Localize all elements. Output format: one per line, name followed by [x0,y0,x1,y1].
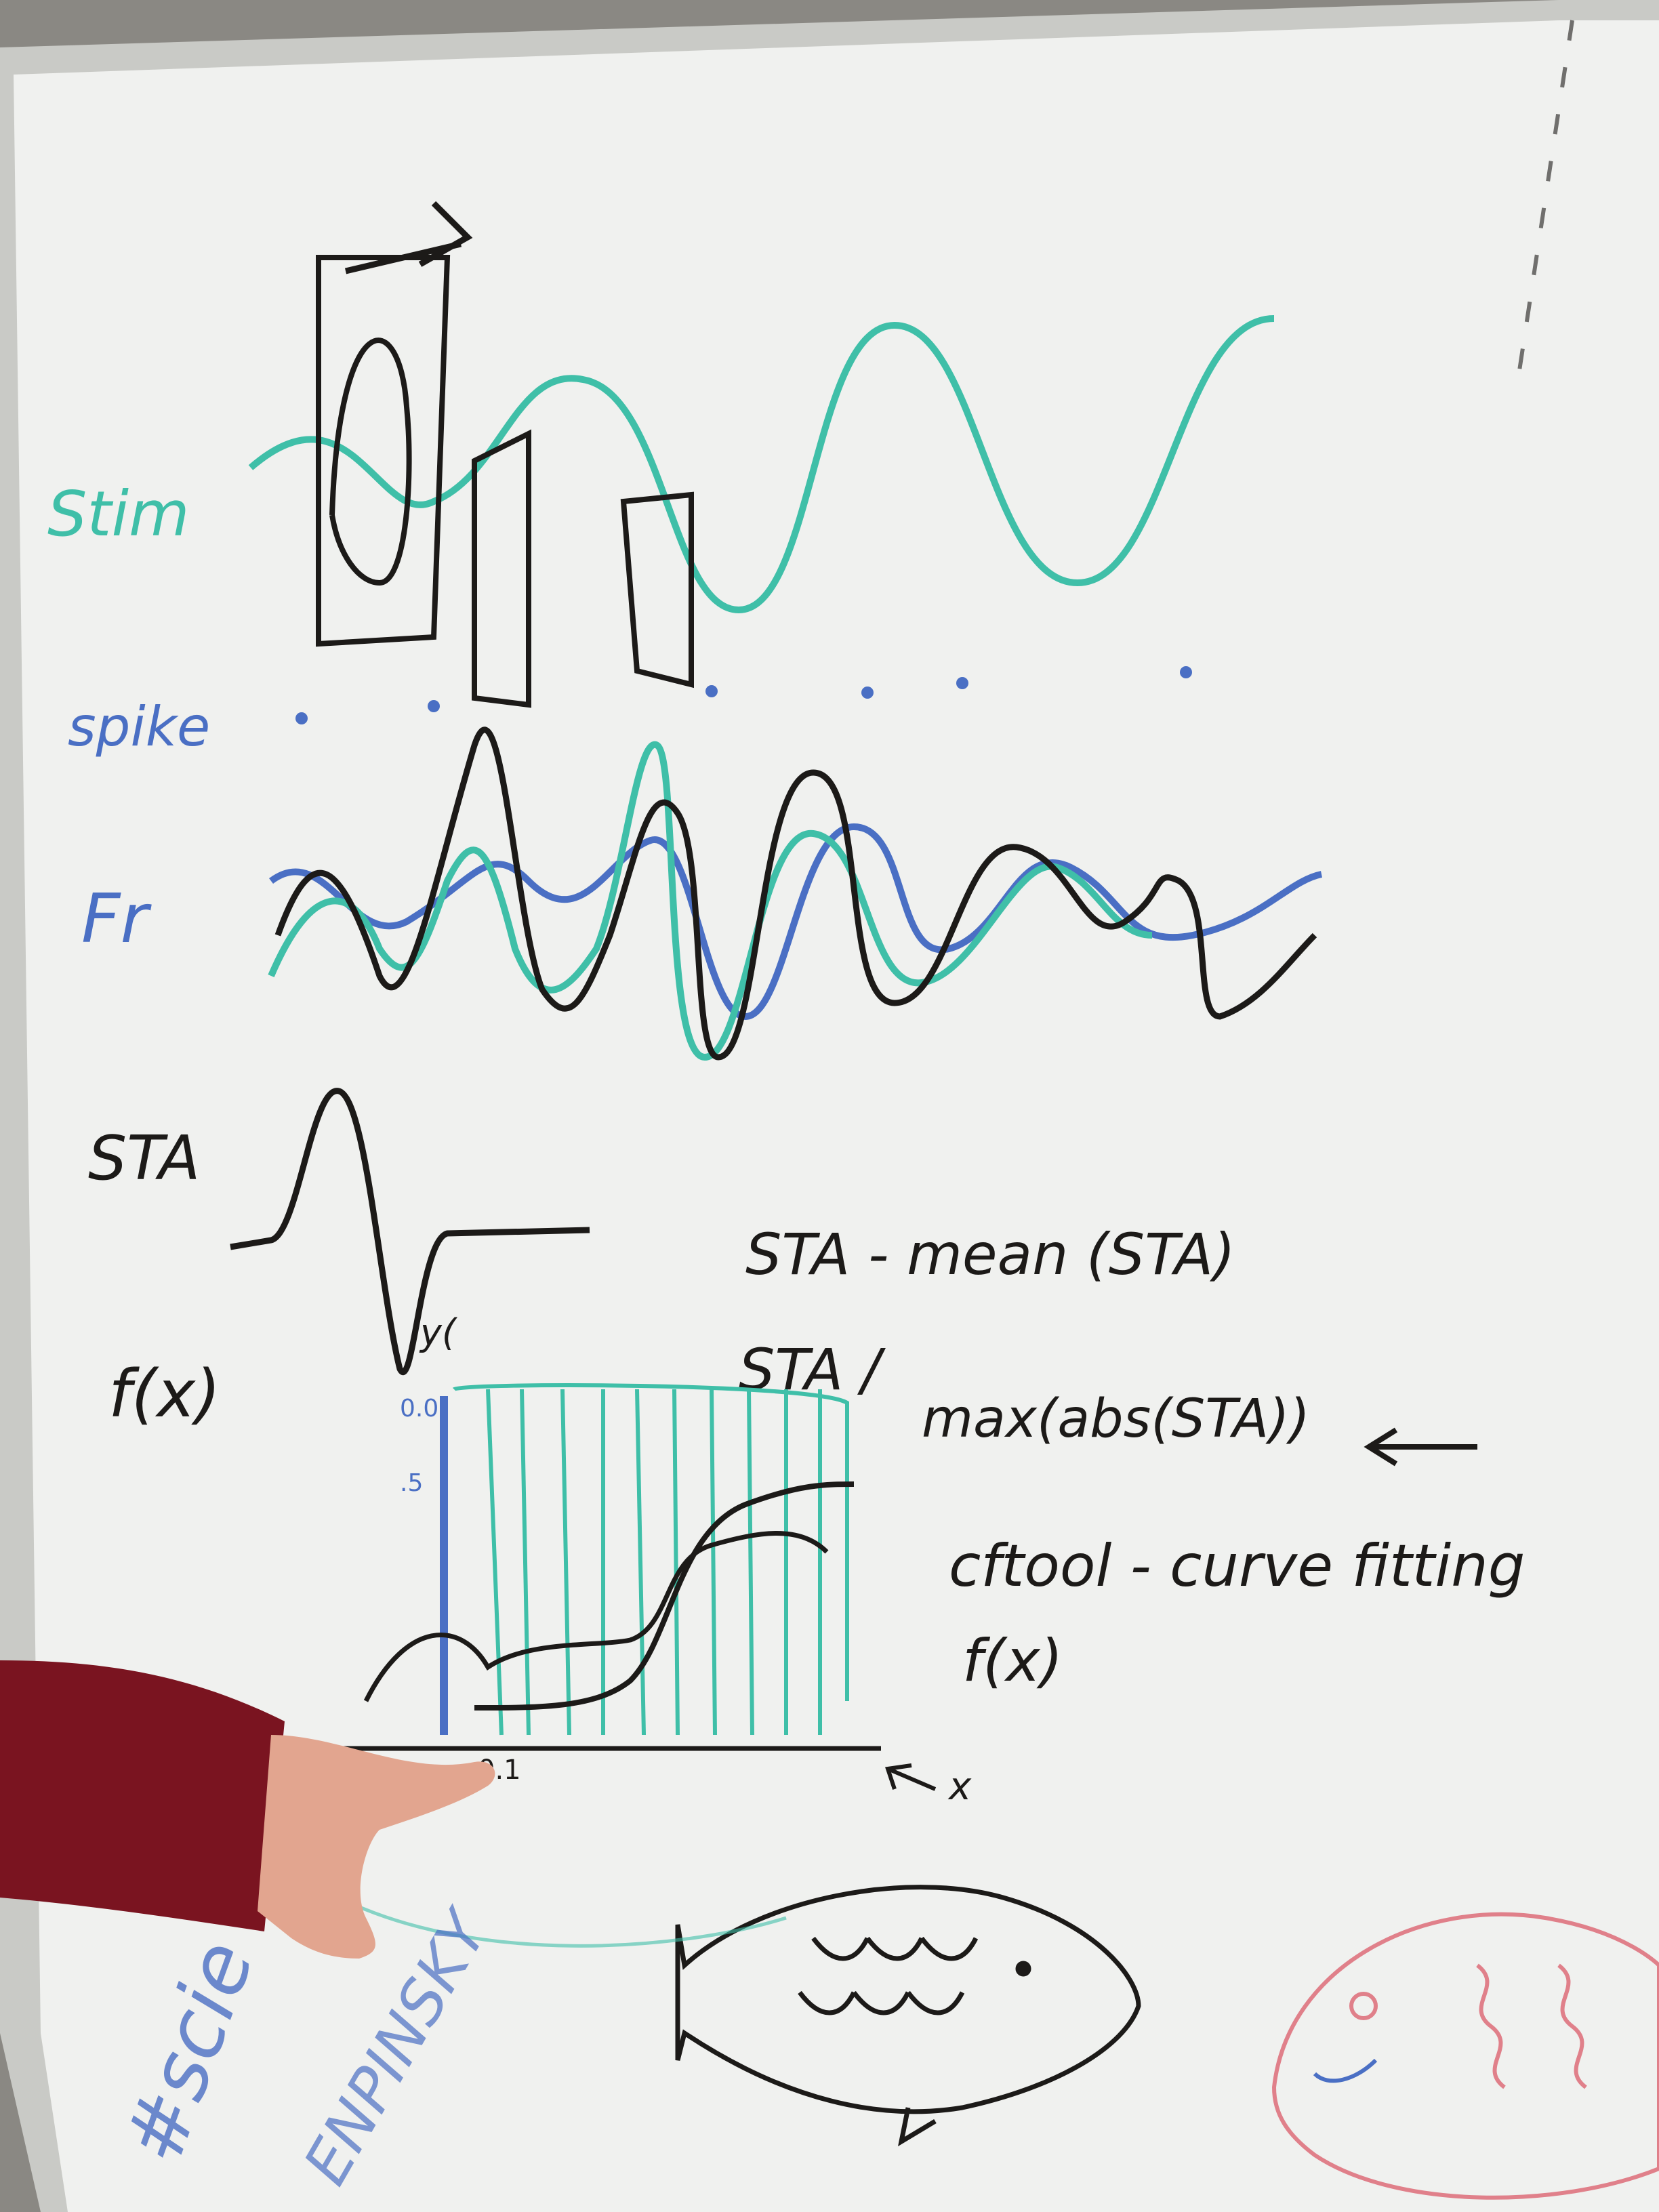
spike-dot [1180,666,1192,678]
board-edge-line [1516,20,1574,380]
spike-label: spike [68,695,210,758]
fx-bin-stripes [452,1383,849,1736]
sta-label: STA [88,1123,200,1194]
spike-dot [956,677,968,689]
note-sta-minus-mean: STA - mean (STA) [745,1221,1235,1288]
note-max-abs-sta: max(abs(STA)) [922,1389,1310,1450]
pointing-hand-icon [258,1735,495,1959]
note-sta-divide: STA / [739,1336,886,1403]
arrow-left-icon [1364,1427,1477,1467]
stim-label: Stim [47,478,190,550]
y-tick-mid: .5 [400,1469,423,1497]
teal-arc-smudge [337,1896,787,1948]
fish-pink-mouth [1313,2058,1378,2083]
fish-doodle-icon [675,1885,1141,2147]
fx-label: f(x) [108,1356,221,1432]
sta-kernel-curve [230,1088,590,1375]
arrow-to-x-icon [885,1763,937,1791]
spike-dot [861,687,874,699]
stim-sine-curve [248,315,1275,614]
arrow-right-icon [344,201,473,274]
stim-bump-outline [329,337,412,586]
x-axis-label: x [947,1765,972,1809]
spike-dot [428,700,440,712]
fr-label: Fr [81,879,152,958]
y-tick-top: 0.0 [400,1395,438,1422]
sleeve-shape [0,1660,285,1931]
fr-blue-curve [269,823,1323,1021]
whiteboard-surface [14,20,1659,2212]
fr-black-curve [274,726,1317,1061]
note-cftool: cftool - curve fitting [949,1532,1525,1600]
y-axis-label: y( [419,1311,458,1354]
fx-nonlinearity-curve [474,1481,855,1711]
fr-teal-curve [268,741,1153,1061]
spike-dot [295,712,308,724]
note-fx: f(x) [962,1627,1063,1695]
fx-fit-curve [363,1531,829,1702]
spike-dot [705,685,718,697]
